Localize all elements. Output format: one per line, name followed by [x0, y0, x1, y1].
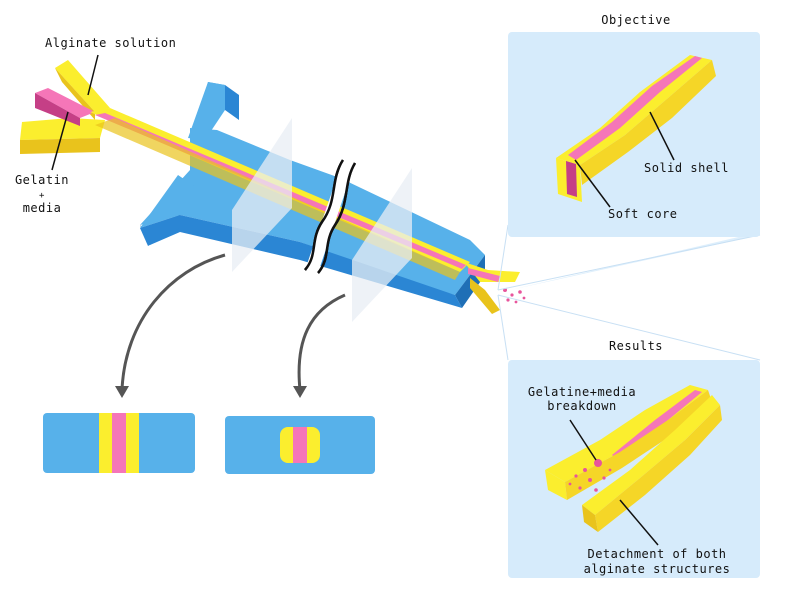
break-gap-fill — [305, 160, 355, 273]
detachment-label-line2: alginate structures — [584, 562, 731, 576]
results-title: Results — [609, 339, 663, 353]
chip-front-face — [143, 215, 462, 308]
cross-section-1-gelatin — [112, 413, 126, 473]
detachment-label-line1: Detachment of both — [587, 547, 726, 561]
gelatin-inlet-side — [35, 93, 80, 126]
chip-arm-bottom — [140, 175, 200, 228]
zoom-line-objective-b — [497, 234, 761, 291]
output-fiber-core — [468, 268, 500, 282]
output-fiber-lower — [470, 278, 500, 314]
results-detachment-pointer — [619, 499, 659, 546]
channel-break-mark-2-redraw — [317, 162, 357, 274]
chip-arm-top-side — [225, 85, 239, 120]
alginate-inlet-lower — [20, 118, 105, 140]
results-fiber-lower-top — [582, 395, 720, 515]
cross-section-2 — [225, 416, 375, 474]
microfluidic-chip — [20, 60, 526, 322]
alginate-inlet-lower-side — [20, 138, 100, 154]
arrow-to-section-1 — [120, 253, 226, 391]
breakdown-label-line1: Gelatine+media — [528, 385, 636, 399]
output-cell-dots — [503, 288, 526, 304]
alginate-solution-label: Alginate solution — [45, 36, 176, 50]
objective-fiber-core-front — [566, 161, 577, 197]
results-cell-dots — [568, 459, 612, 492]
output-fiber-upper — [464, 262, 520, 282]
objective-shell-pointer — [649, 111, 675, 161]
arrow-to-section-2 — [297, 293, 346, 391]
objective-title: Objective — [601, 13, 671, 27]
results-fiber-upper-front — [545, 470, 567, 500]
gelatin-label-line2: + — [39, 191, 45, 201]
results-fiber-upper-side — [565, 390, 712, 500]
results-breakdown-pointer — [569, 419, 597, 461]
gelatin-pointer — [51, 111, 69, 171]
results-fiber-lower-side — [595, 405, 722, 532]
gelatin-label-line1: Gelatin — [15, 173, 69, 187]
zoom-line-results-a — [497, 294, 509, 361]
chip-arm-bottom-front — [140, 215, 180, 246]
objective-panel — [508, 32, 760, 237]
cross-section-plane-1 — [232, 118, 292, 272]
results-panel — [508, 360, 760, 578]
breakdown-label-line2: breakdown — [547, 399, 617, 413]
objective-fiber-core-top — [568, 56, 702, 160]
results-fiber-lower-front — [582, 505, 598, 532]
chip-arm-top-face — [188, 82, 225, 140]
alginate-inlet-upper — [55, 60, 110, 112]
arrow-to-section-1-head — [115, 386, 129, 398]
gelatin-inlet — [35, 88, 95, 118]
alginate-pointer — [87, 54, 99, 96]
results-fiber-upper-top — [545, 385, 708, 482]
cross-section-plane-2 — [352, 168, 412, 322]
arrow-to-section-2-head — [293, 386, 307, 398]
objective-core-pointer — [574, 159, 611, 208]
channel-break-mark-1-redraw — [304, 159, 345, 271]
objective-fiber-right — [580, 60, 716, 185]
gelatin-label-line3: media — [23, 201, 62, 215]
zoom-line-objective-a — [497, 224, 509, 291]
soft-core-label: Soft core — [608, 207, 678, 221]
cross-section-2-gelatin — [293, 427, 307, 463]
solid-shell-label: Solid shell — [644, 161, 729, 175]
cross-section-1 — [43, 413, 195, 473]
zoom-line-results-b — [497, 294, 761, 361]
